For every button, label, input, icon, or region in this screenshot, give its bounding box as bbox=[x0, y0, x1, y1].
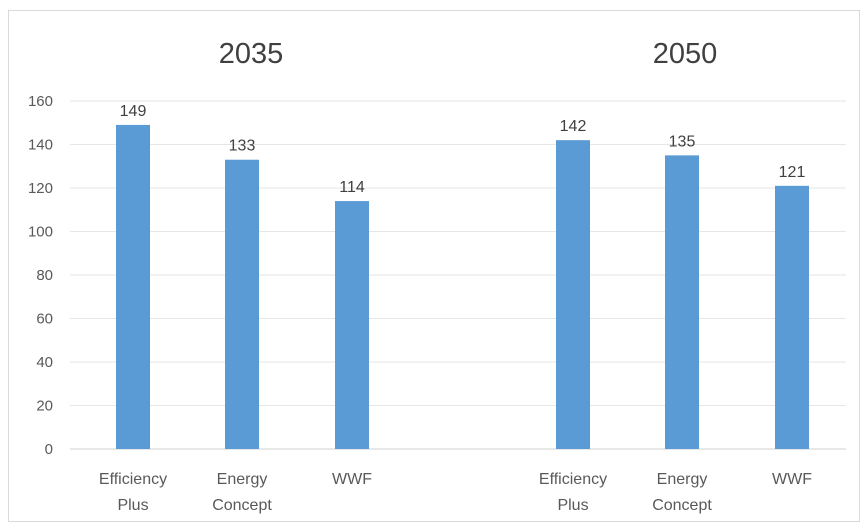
x-tick-label: WWF bbox=[772, 471, 812, 488]
bars bbox=[116, 124, 809, 450]
x-tick-label: Energy bbox=[657, 471, 708, 488]
y-tick-label: 100 bbox=[28, 224, 53, 241]
panel-title: 2035 bbox=[219, 38, 284, 70]
panel-title: 2050 bbox=[653, 38, 718, 70]
data-label: 114 bbox=[339, 179, 365, 196]
x-tick-label: Efficiency bbox=[99, 471, 167, 488]
data-label: 121 bbox=[779, 164, 806, 181]
data-label: 133 bbox=[229, 138, 256, 155]
labels: 0 20 40 60 80 100 120 140 160 2035 149 Efficiency Pl… bbox=[28, 38, 812, 514]
y-tick-label: 120 bbox=[28, 180, 53, 197]
data-label: 149 bbox=[120, 103, 147, 120]
y-tick-label: 80 bbox=[36, 267, 53, 284]
bar bbox=[335, 201, 369, 449]
y-tick-label: 0 bbox=[45, 441, 53, 458]
y-tick-label: 40 bbox=[36, 354, 53, 371]
y-tick-label: 140 bbox=[28, 137, 53, 154]
x-tick-label: Energy bbox=[217, 471, 268, 488]
x-tick-label: WWF bbox=[332, 471, 372, 488]
data-label: 135 bbox=[669, 133, 696, 150]
y-tick-label: 20 bbox=[36, 398, 53, 415]
bar bbox=[116, 124, 150, 450]
bar bbox=[225, 159, 259, 449]
y-tick-label: 60 bbox=[36, 311, 53, 328]
y-tick-label: 160 bbox=[28, 93, 53, 110]
data-label: 142 bbox=[560, 118, 587, 135]
bar bbox=[556, 140, 590, 449]
x-tick-label: Efficiency bbox=[539, 471, 607, 488]
gridlines bbox=[70, 100, 846, 450]
x-tick-label: Plus bbox=[557, 497, 588, 514]
bar bbox=[775, 185, 809, 449]
x-tick-label: Plus bbox=[117, 497, 148, 514]
bar bbox=[665, 155, 699, 449]
x-tick-label: Concept bbox=[212, 497, 272, 514]
x-tick-label: Concept bbox=[652, 497, 712, 514]
